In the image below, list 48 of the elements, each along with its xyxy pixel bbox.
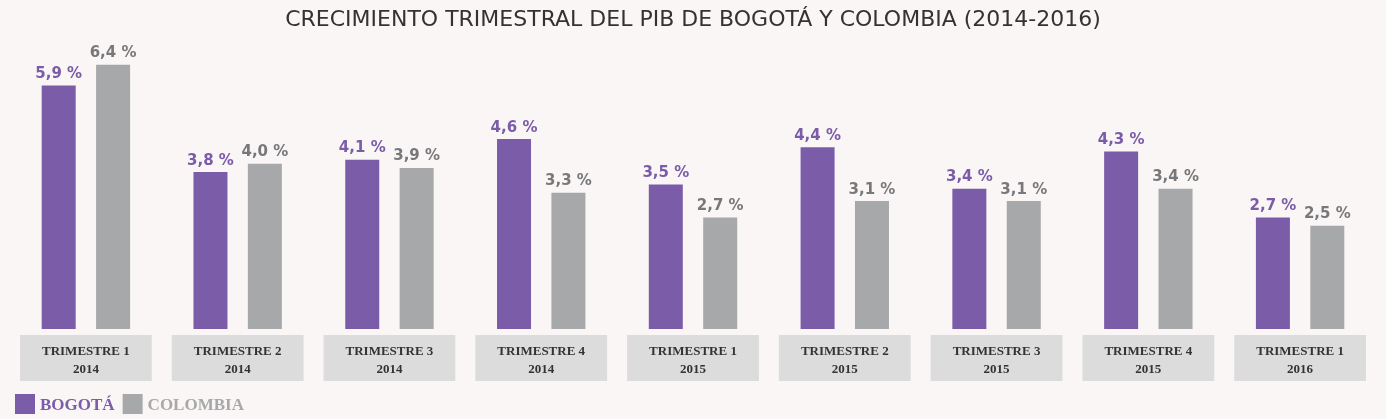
bar <box>1310 225 1345 329</box>
bar <box>497 139 532 329</box>
data-label: 4,3 % <box>1097 129 1145 148</box>
x-tick-label: TRIMESTRE 3 2014 <box>345 342 434 376</box>
bar <box>703 217 738 329</box>
x-tick-label: TRIMESTRE 4 2015 <box>1104 342 1193 376</box>
data-label: 2,7 % <box>696 196 744 215</box>
data-label: 4,0 % <box>241 142 289 161</box>
bar <box>1104 151 1139 329</box>
x-tick-label: TRIMESTRE 2 2015 <box>800 342 889 376</box>
data-label: 3,3 % <box>545 171 592 190</box>
bar <box>1006 201 1041 329</box>
data-label: 3,9 % <box>393 146 441 165</box>
x-tick-label: TRIMESTRE 3 2015 <box>952 342 1041 376</box>
legend-label: COLOMBIA <box>147 394 245 414</box>
x-tick-label: TRIMESTRE 1 2016 <box>1256 342 1344 376</box>
bar <box>247 163 282 329</box>
bar <box>1255 217 1290 329</box>
bar <box>345 159 380 329</box>
bar <box>854 201 889 329</box>
data-label: 3,5 % <box>642 163 690 181</box>
data-label: 4,6 % <box>490 117 538 136</box>
x-tick-label: TRIMESTRE 1 2014 <box>42 342 130 376</box>
data-label: 3,4 % <box>945 167 993 186</box>
bar <box>193 172 228 329</box>
data-label: 3,4 % <box>1152 167 1199 186</box>
bar <box>399 167 434 329</box>
bar <box>96 64 131 329</box>
bar <box>1158 188 1193 329</box>
data-label: 5,9 % <box>35 63 83 82</box>
bar <box>952 188 987 329</box>
x-tick-label: TRIMESTRE 4 2014 <box>497 342 586 376</box>
bar <box>551 192 586 329</box>
data-label: 6,4 % <box>89 43 137 62</box>
bar <box>648 184 683 329</box>
data-label: 3,1 % <box>1000 179 1048 198</box>
data-label: 4,1 % <box>338 138 386 157</box>
bar <box>800 147 835 329</box>
x-tick-label: TRIMESTRE 2 2014 <box>193 342 282 376</box>
chart-title: CRECIMIENTO TRIMESTRAL DEL PIB DE BOGOTÁ Y COLOMBIA (2014-2016) <box>285 5 1101 31</box>
legend-label: BOGOTÁ <box>40 394 116 414</box>
data-label: 2,7 % <box>1249 196 1297 215</box>
data-label: 3,8 % <box>187 150 234 169</box>
data-label: 4,4 % <box>794 125 841 144</box>
data-label: 3,1 % <box>848 179 896 198</box>
data-label: 2,5 % <box>1303 204 1351 223</box>
bar <box>41 85 76 329</box>
x-tick-label: TRIMESTRE 1 2015 <box>649 342 737 376</box>
